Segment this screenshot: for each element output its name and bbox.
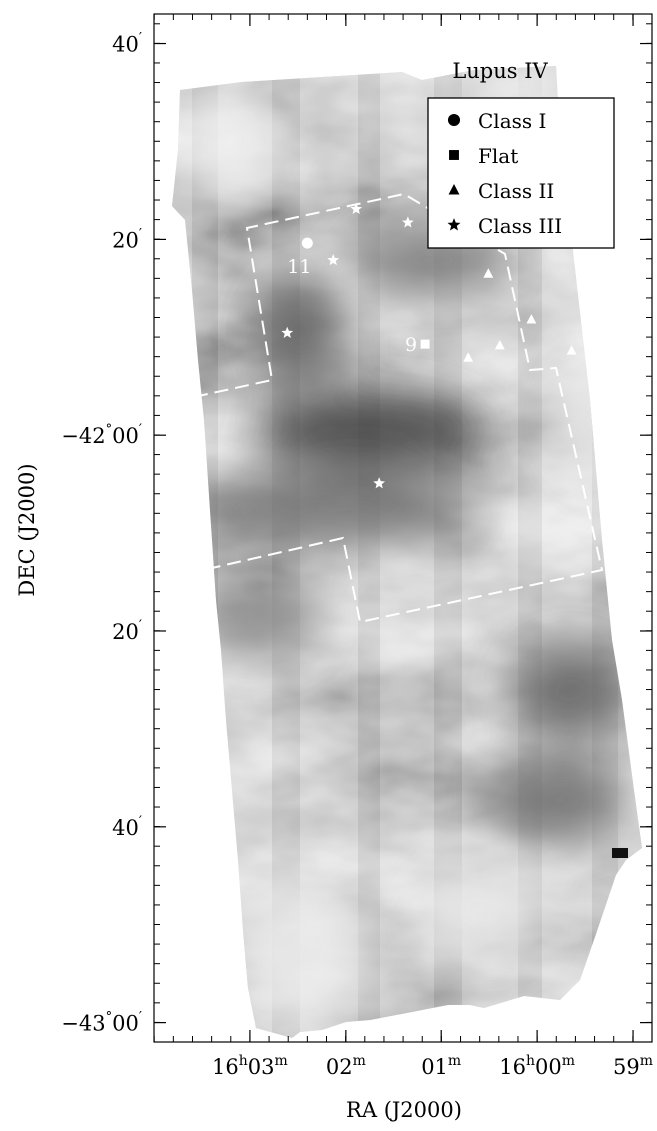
y-tick-minute-symbol: ′ — [139, 814, 142, 830]
legend-label: Class II — [478, 179, 554, 203]
point-label: 9 — [405, 334, 417, 356]
point-label: 11 — [287, 256, 311, 278]
point-star — [327, 253, 340, 266]
x-tick-label: 01m — [421, 1053, 461, 1079]
y-tick-label: 20′ — [112, 226, 142, 252]
point-star — [401, 216, 414, 228]
y-tick-minutes: 00 — [112, 1012, 139, 1036]
point-triangle — [566, 345, 577, 355]
x-tick-hours-unit: h — [526, 1053, 535, 1069]
legend-marker-triangle — [448, 184, 460, 195]
y-tick-minutes: 00 — [112, 424, 139, 448]
x-tick-minutes-unit: m — [562, 1053, 575, 1069]
point-star — [350, 202, 363, 215]
y-tick-minute-symbol: ′ — [139, 31, 142, 47]
x-tick-minutes-unit: m — [353, 1053, 366, 1069]
scan-stripe — [272, 66, 300, 1038]
y-tick-degree-symbol: ° — [106, 422, 113, 437]
point-square — [420, 339, 430, 349]
y-tick-label: 40′ — [112, 31, 142, 57]
y-tick-label: 40′ — [112, 814, 142, 840]
x-tick-label: 02m — [326, 1053, 366, 1079]
x-tick-minutes-unit: m — [275, 1053, 288, 1069]
data-points: 11 9 — [281, 202, 577, 489]
y-tick-minute-symbol: ′ — [139, 226, 142, 242]
y-tick-minutes: 40 — [112, 33, 139, 57]
scan-stripe — [248, 66, 272, 1038]
y-tick-degrees: −42 — [61, 424, 105, 448]
y-tick-minute-symbol: ′ — [139, 1010, 142, 1026]
survey-boundary — [193, 192, 604, 624]
x-tick-minutes-unit: m — [448, 1053, 461, 1069]
x-tick-label: 59m — [613, 1053, 653, 1079]
y-tick-label: 20′ — [112, 618, 142, 644]
x-tick-label: 16h00m — [499, 1053, 575, 1079]
x-tick-minutes: 02 — [326, 1055, 353, 1079]
y-tick-degree-symbol: ° — [106, 1010, 113, 1025]
scan-stripe — [172, 66, 192, 1038]
legend-label: Class III — [478, 214, 562, 238]
scan-stripe — [618, 66, 642, 1038]
x-tick-minutes: 03 — [248, 1055, 275, 1079]
point-triangle — [494, 339, 505, 350]
x-axis-label: RA (J2000) — [346, 1098, 462, 1122]
y-tick-minutes: 20 — [112, 228, 139, 252]
x-tick-minutes: 00 — [535, 1055, 562, 1079]
y-axis-label: DEC (J2000) — [15, 463, 39, 596]
point-triangle — [483, 268, 494, 278]
point-star — [281, 326, 294, 338]
point-triangle — [463, 352, 474, 362]
legend-marker-square — [449, 150, 459, 160]
legend-marker-star — [447, 218, 461, 231]
legend-label: Class I — [478, 109, 546, 133]
x-tick-label: 16h03m — [212, 1053, 288, 1079]
tick-labels: 16h03m 02m 01m 16h00m 59m20′40′−42°00′20′40′… — [61, 31, 653, 1079]
scan-stripe — [358, 66, 380, 1038]
y-tick-degrees: −43 — [61, 1012, 105, 1036]
legend: Class I Flat Class II Class III — [427, 97, 615, 249]
y-tick-minutes: 40 — [112, 816, 139, 840]
x-tick-minutes: 59 — [613, 1055, 640, 1079]
y-tick-minutes: 20 — [112, 620, 139, 644]
legend-marker-circle — [447, 113, 461, 127]
point-triangle — [526, 314, 537, 324]
x-tick-minutes: 01 — [421, 1055, 448, 1079]
point-star — [373, 477, 386, 489]
chart-title: Lupus IV — [452, 59, 548, 83]
point-circle — [301, 237, 313, 249]
y-tick-minute-symbol: ′ — [139, 422, 142, 438]
axis-ticks — [153, 14, 653, 1043]
y-tick-label: −43°00′ — [61, 1010, 142, 1036]
y-tick-minute-symbol: ′ — [139, 618, 142, 634]
scan-stripe — [380, 66, 410, 1038]
x-tick-hours: 16 — [212, 1055, 239, 1079]
legend-label: Flat — [478, 144, 518, 168]
scan-stripe — [300, 66, 332, 1038]
x-tick-minutes-unit: m — [640, 1053, 653, 1069]
y-tick-label: −42°00′ — [61, 422, 142, 448]
x-tick-hours: 16 — [499, 1055, 526, 1079]
x-tick-hours-unit: h — [239, 1053, 248, 1069]
